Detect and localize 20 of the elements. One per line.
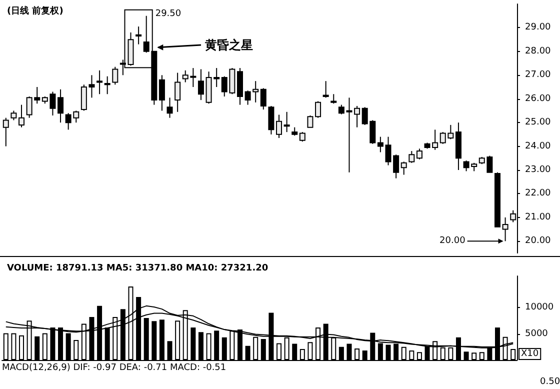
chart-title: (日线 前复权) xyxy=(7,6,64,16)
annotation: 29.50 xyxy=(155,8,182,19)
annotation: 黄昏之星 xyxy=(204,38,253,52)
y-tick-label: 24.00 xyxy=(525,141,552,152)
y-tick-label: 22.00 xyxy=(525,188,552,199)
y-tick-label: 27.00 xyxy=(525,70,552,80)
y-tick-label: 21.00 xyxy=(525,212,552,222)
y-tick-label: 26.00 xyxy=(525,94,552,104)
chart-title: VOLUME: 18791.13 MA5: 31371.80 MA10: 27321.20 xyxy=(7,264,268,274)
text: 0.50 xyxy=(540,377,560,387)
y-tick-label: 5000 xyxy=(525,328,548,339)
y-tick-label: 29.00 xyxy=(525,22,552,33)
y-tick-label: 23.00 xyxy=(525,165,552,175)
y-tick-label: 20.00 xyxy=(525,236,552,246)
y-tick-label: 28.00 xyxy=(525,46,552,56)
text: X10 xyxy=(521,349,539,359)
text: MACD(12,26,9) DIF: -0.97 DEA: -0.71 MACD: -0.51 xyxy=(2,363,226,373)
y-tick-label: 25.00 xyxy=(525,118,552,128)
y-tick-label: 10000 xyxy=(525,302,554,312)
annotation: 20.00 xyxy=(440,236,466,246)
